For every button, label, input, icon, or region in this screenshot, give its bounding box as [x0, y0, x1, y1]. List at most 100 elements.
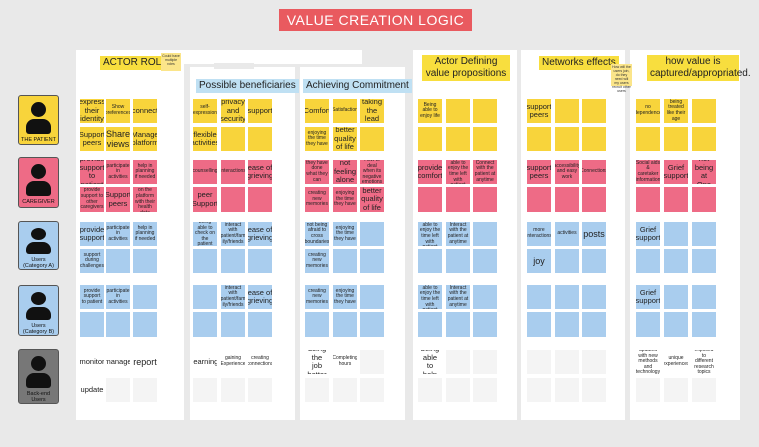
sticky-note[interactable]: [473, 285, 497, 309]
sticky-note[interactable]: connect: [133, 99, 157, 123]
sticky-note[interactable]: Interact with the patient at anytime: [446, 285, 470, 309]
sticky-note[interactable]: provide support to patient: [80, 160, 104, 184]
sticky-note[interactable]: provide support to other caregivers: [80, 187, 104, 212]
sticky-note[interactable]: [692, 99, 716, 123]
sticky-note[interactable]: Comfort: [305, 99, 329, 123]
sticky-note[interactable]: accessibility and easy work: [555, 160, 579, 184]
sticky-note[interactable]: [473, 249, 497, 273]
sticky-note[interactable]: [692, 249, 716, 273]
sticky-note[interactable]: Social aids & caretaker information: [636, 160, 660, 184]
sticky-note[interactable]: gaining Experience: [221, 355, 245, 367]
sticky-note[interactable]: interactions: [221, 160, 245, 184]
sticky-note[interactable]: participate in activities: [106, 222, 130, 246]
sticky-note[interactable]: help in planning if needed: [133, 160, 157, 184]
sticky-note[interactable]: [360, 350, 384, 374]
sticky-note[interactable]: peer Support: [193, 187, 217, 212]
sticky-note[interactable]: enjoying the time they have: [333, 285, 357, 309]
sticky-note[interactable]: [664, 378, 688, 402]
sticky-note[interactable]: [418, 312, 442, 337]
sticky-note[interactable]: exposed to different research topics: [694, 350, 714, 374]
sticky-note[interactable]: [555, 99, 579, 123]
sticky-note[interactable]: provide support: [80, 222, 104, 246]
sticky-note[interactable]: [446, 312, 470, 337]
sticky-note[interactable]: [555, 378, 579, 402]
sticky-note[interactable]: [664, 127, 688, 151]
sticky-note[interactable]: [555, 127, 579, 151]
sticky-note[interactable]: Grief support: [636, 285, 660, 309]
sticky-note[interactable]: report: [133, 357, 157, 367]
sticky-note[interactable]: Grief support: [636, 222, 660, 246]
sticky-note[interactable]: Interact with the patient at anytime: [446, 222, 470, 246]
sticky-note[interactable]: [664, 187, 688, 212]
sticky-note[interactable]: [555, 350, 579, 374]
sticky-note[interactable]: [527, 285, 551, 309]
sticky-note[interactable]: no dependence: [636, 99, 660, 123]
sticky-note[interactable]: Being able to enjoy the time left with p…: [446, 160, 470, 184]
sticky-note[interactable]: [248, 378, 272, 402]
actor-patient[interactable]: THE PATIENT: [18, 95, 59, 145]
sticky-note[interactable]: [248, 249, 272, 273]
sticky-note[interactable]: [418, 187, 442, 212]
sticky-note[interactable]: [664, 222, 688, 246]
sticky-note[interactable]: creating new memories: [305, 249, 329, 273]
sticky-note[interactable]: [692, 187, 716, 212]
actor-users-a[interactable]: Users (Category A): [18, 221, 59, 270]
sticky-note[interactable]: [360, 222, 384, 246]
sticky-note[interactable]: [133, 378, 157, 402]
sticky-note[interactable]: [636, 312, 660, 337]
sticky-note[interactable]: better quality of life: [333, 127, 357, 151]
sticky-note[interactable]: [248, 312, 272, 337]
sticky-note[interactable]: [133, 285, 157, 309]
actor-users-b[interactable]: Users (Category B): [18, 285, 59, 336]
sticky-note[interactable]: [360, 249, 384, 273]
sticky-note[interactable]: creating new memories: [305, 187, 329, 212]
sticky-note[interactable]: [692, 312, 716, 337]
sticky-note[interactable]: [636, 378, 660, 402]
sticky-note[interactable]: [360, 127, 384, 151]
sticky-note[interactable]: interact with patient/fam ily/friends: [221, 285, 245, 309]
sticky-note[interactable]: being able to check on the patient: [193, 222, 217, 246]
sticky-note[interactable]: more interactions: [527, 222, 551, 246]
sticky-note[interactable]: express their identity: [80, 99, 104, 123]
sticky-note[interactable]: [446, 127, 470, 151]
sticky-note[interactable]: better quality of life: [360, 187, 384, 212]
sticky-note[interactable]: [221, 187, 245, 212]
sticky-note[interactable]: monitor: [80, 356, 104, 366]
sticky-note[interactable]: not being at One: [692, 160, 716, 184]
sticky-note[interactable]: [582, 350, 606, 374]
sticky-note[interactable]: activities: [555, 222, 579, 246]
sticky-note[interactable]: [473, 222, 497, 246]
sticky-note[interactable]: Support peers: [80, 127, 104, 151]
sticky-note[interactable]: [80, 312, 104, 337]
sticky-note[interactable]: Completing hours: [333, 355, 357, 367]
sticky-note[interactable]: [527, 378, 551, 402]
sticky-note[interactable]: [582, 249, 606, 273]
sticky-note[interactable]: being able to help: [421, 350, 439, 374]
sticky-note[interactable]: creating connections: [248, 355, 272, 367]
sticky-note[interactable]: provide support to patient: [80, 285, 104, 309]
sticky-note[interactable]: [193, 378, 217, 402]
sticky-note[interactable]: [555, 285, 579, 309]
sticky-note[interactable]: [305, 378, 329, 402]
sticky-note[interactable]: manage: [106, 356, 130, 366]
sticky-note[interactable]: [473, 127, 497, 151]
sticky-note[interactable]: How to deal when its negative emotions: [360, 160, 384, 184]
sticky-note[interactable]: [473, 187, 497, 212]
sticky-note[interactable]: [692, 285, 716, 309]
sticky-note[interactable]: [527, 312, 551, 337]
sticky-note[interactable]: [527, 127, 551, 151]
sticky-note[interactable]: [333, 249, 357, 273]
sticky-note[interactable]: enjoying the time they have: [305, 127, 329, 151]
sticky-note[interactable]: ease of grieving: [248, 285, 272, 309]
sticky-note[interactable]: [527, 350, 551, 374]
sticky-note[interactable]: [193, 312, 217, 337]
sticky-note[interactable]: enjoying the time they have: [333, 222, 357, 246]
sticky-note[interactable]: posts: [582, 222, 606, 246]
sticky-note[interactable]: taking the lead: [360, 99, 384, 123]
sticky-note[interactable]: [555, 187, 579, 212]
sticky-note[interactable]: support peers: [527, 160, 551, 184]
sticky-note[interactable]: [527, 187, 551, 212]
sticky-note[interactable]: [636, 187, 660, 212]
sticky-note[interactable]: [418, 249, 442, 273]
sticky-note[interactable]: [664, 249, 688, 273]
